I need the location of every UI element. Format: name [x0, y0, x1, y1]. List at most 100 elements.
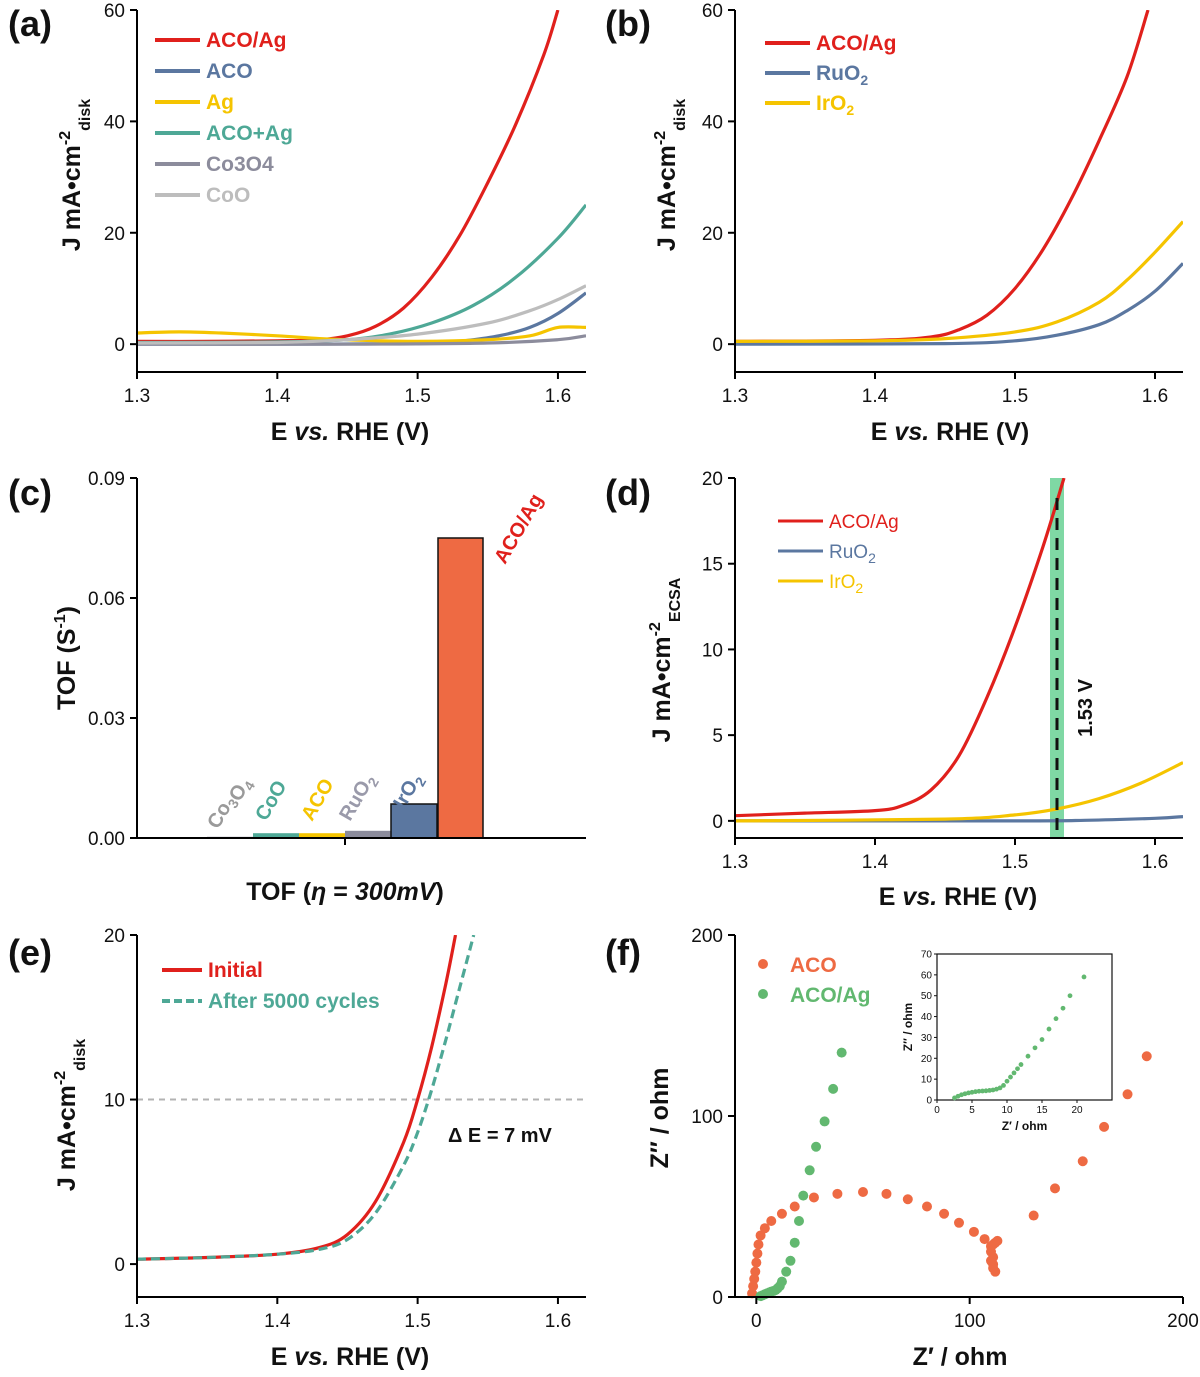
series-line-initial — [137, 935, 458, 1261]
point-aco — [986, 1255, 996, 1266]
y-axis-label-d: J mA•cm-2ECSA — [647, 577, 684, 742]
annotation-potential: 1.53 V — [1075, 678, 1097, 736]
inset-point — [1046, 1026, 1052, 1032]
x-tick-label: 1.4 — [264, 386, 291, 407]
bar-aco — [299, 833, 345, 838]
point-aco-ag — [789, 1237, 800, 1248]
point-aco — [751, 1257, 762, 1268]
legend-label: IrO2 — [816, 92, 854, 118]
bar-label: RuO2 — [335, 770, 382, 826]
y-tick-label: 0 — [114, 335, 125, 356]
inset-y-tick-label: 30 — [921, 1033, 933, 1044]
point-aco — [755, 1230, 766, 1241]
inset-point — [976, 1088, 982, 1094]
plot-area-a — [137, 10, 586, 346]
inset-point — [1053, 1016, 1059, 1022]
series-line-aco-ag — [137, 203, 586, 345]
x-tick-label: 0 — [751, 1311, 762, 1332]
point-aco — [1077, 1156, 1088, 1167]
point-aco-ag — [785, 1255, 796, 1266]
annotation-delta-e: Δ E = 7 mV — [448, 1125, 553, 1147]
legend-label: After 5000 cycles — [208, 990, 380, 1013]
series-line-iro2 — [735, 220, 1183, 343]
series-line-after-5000-cycles — [137, 935, 476, 1261]
x-tick-label: 1.4 — [264, 1311, 291, 1332]
x-tick-label: 200 — [1167, 1311, 1199, 1332]
inset-y-tick-label: 70 — [921, 950, 933, 961]
y-tick-label: 40 — [702, 112, 723, 133]
panel-label-b: (b) — [605, 3, 651, 44]
point-aco — [753, 1239, 764, 1250]
x-tick-label: 1.3 — [722, 852, 748, 873]
series-line-aco-ag — [735, 478, 1066, 818]
x-axis-label-b: E vs. RHE (V) — [871, 418, 1029, 446]
legend-label: RuO2 — [816, 62, 868, 88]
axis-labels-b: E vs. RHE (V) J mA•cm-2disk — [652, 99, 1029, 446]
x-tick-label: 1.6 — [1142, 852, 1168, 873]
point-aco — [789, 1201, 800, 1212]
point-aco — [808, 1192, 819, 1203]
y-axis-label-a: J mA•cm-2disk — [57, 99, 94, 251]
inset-y-tick-label: 60 — [921, 970, 933, 981]
x-tick-label: 1.4 — [862, 852, 889, 873]
plot-layer: 1.3 1.4 1.5 1.6 0 20 40 60 ACO/Ag ACO Ag ACO+Ag Co3O… — [88, 1, 1199, 1332]
inset-point — [980, 1088, 985, 1094]
point-aco — [1028, 1210, 1039, 1221]
axis-labels-c: TOF (η = 300mV) TOF (S-1) — [52, 606, 444, 906]
x-tick-label: 1.5 — [1002, 386, 1028, 407]
point-aco-ag — [819, 1116, 830, 1127]
x-axis-label-a: E vs. RHE (V) — [271, 418, 429, 446]
inset-point — [1081, 974, 1087, 980]
axis-labels-a: E vs. RHE (V) J mA•cm-2disk — [57, 99, 429, 446]
point-aco — [1099, 1121, 1110, 1132]
point-aco — [776, 1208, 787, 1219]
inset-point — [1004, 1078, 1010, 1084]
inset-x-axis-label: Z′ / ohm — [1002, 1119, 1048, 1133]
inset-y-tick-label: 0 — [926, 1096, 932, 1107]
point-aco — [832, 1188, 843, 1199]
y-tick-label: 10 — [702, 640, 723, 661]
plot-area-d — [735, 478, 1183, 838]
y-tick-label: 20 — [104, 926, 125, 947]
series-line-aco-ag — [735, 10, 1150, 343]
bar-iro2 — [390, 803, 438, 839]
bar-aco-ag — [437, 537, 484, 839]
series-line-iro2 — [735, 761, 1183, 823]
x-tick-label: 1.6 — [545, 386, 571, 407]
inset-point — [1018, 1062, 1024, 1067]
point-aco — [1141, 1051, 1152, 1062]
y-axis-label-f: Z″ / ohm — [646, 1068, 674, 1169]
point-aco — [759, 1223, 770, 1234]
x-tick-label: 1.3 — [124, 386, 150, 407]
y-tick-label: 0.06 — [88, 589, 125, 610]
inset-y-tick-label: 10 — [921, 1075, 933, 1086]
legend-label: CoO — [206, 184, 250, 207]
bar-label: Co3O4 — [203, 771, 258, 836]
y-tick-label: 0 — [712, 812, 723, 833]
point-aco — [939, 1208, 950, 1219]
panel-label-d: (d) — [605, 472, 651, 513]
legend-label: Co3O4 — [206, 153, 274, 176]
inset-x-tick-label: 15 — [1036, 1105, 1048, 1116]
legend-label: RuO2 — [829, 542, 876, 566]
plot-area-b — [735, 10, 1183, 346]
point-aco — [881, 1188, 892, 1199]
legend-label: ACO — [790, 954, 837, 977]
plot-area-e — [137, 935, 586, 1261]
series-line-coo — [137, 284, 586, 345]
point-aco-ag — [794, 1215, 804, 1226]
legend-label: ACO/Ag — [790, 984, 871, 1007]
point-aco — [979, 1234, 990, 1245]
inset-point — [997, 1085, 1003, 1091]
y-tick-label: 0.03 — [88, 709, 125, 730]
point-aco — [752, 1248, 763, 1259]
inset-point — [1067, 993, 1073, 999]
point-aco-ag — [776, 1276, 787, 1287]
legend-swatch — [758, 989, 768, 999]
panel-label-a: (a) — [8, 3, 52, 44]
point-aco — [858, 1187, 868, 1198]
legend-label: ACO/Ag — [206, 29, 287, 52]
point-aco — [1122, 1089, 1133, 1100]
